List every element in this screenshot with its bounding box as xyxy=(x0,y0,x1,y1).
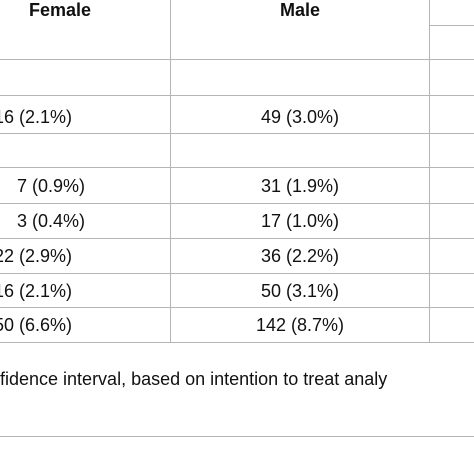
column-divider xyxy=(170,0,171,342)
male-cell: 142 (8.7%) xyxy=(255,315,345,335)
header-male: Male xyxy=(279,0,321,20)
female-cell: 7 (0.9%) xyxy=(17,176,86,196)
male-cell: 36 (2.2%) xyxy=(260,246,340,266)
row-divider xyxy=(0,59,474,60)
row-divider xyxy=(0,95,474,96)
row-divider xyxy=(0,133,474,134)
column-divider xyxy=(429,0,430,342)
footnote-divider xyxy=(0,436,474,437)
row-divider xyxy=(0,273,474,274)
table-footnote: fidence interval, based on intention to … xyxy=(0,369,388,389)
female-cell: 3 (0.4%) xyxy=(17,211,86,231)
female-cell: 22 (2.9%) xyxy=(0,246,73,266)
female-cell: 16 (2.1%) xyxy=(0,281,73,301)
male-cell: 50 (3.1%) xyxy=(260,281,340,301)
row-divider xyxy=(0,203,474,204)
male-cell: 17 (1.0%) xyxy=(260,211,340,231)
row-divider xyxy=(0,307,474,308)
table-bottom-border xyxy=(0,342,474,343)
row-divider xyxy=(0,238,474,239)
female-cell: 50 (6.6%) xyxy=(0,315,73,335)
header-female: Female xyxy=(28,0,92,20)
female-cell: 16 (2.1%) xyxy=(0,107,73,127)
male-cell: 31 (1.9%) xyxy=(260,176,340,196)
row-divider xyxy=(429,25,474,26)
male-cell: 49 (3.0%) xyxy=(260,107,340,127)
row-divider xyxy=(0,167,474,168)
